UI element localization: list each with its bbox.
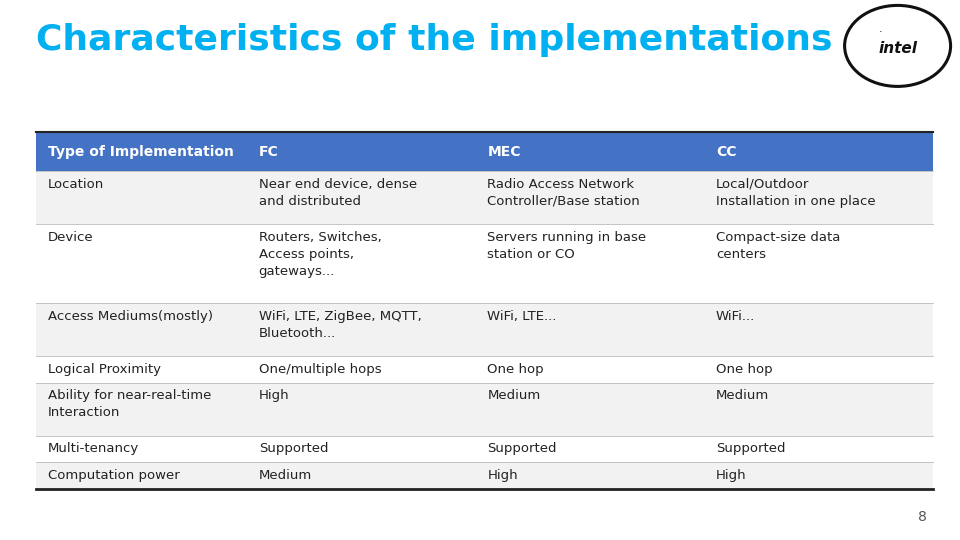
- Text: Type of Implementation: Type of Implementation: [48, 145, 234, 159]
- Text: Medium: Medium: [716, 389, 769, 402]
- Text: Ability for near-real-time
Interaction: Ability for near-real-time Interaction: [48, 389, 211, 420]
- Text: WiFi, LTE, ZigBee, MQTT,
Bluetooth...: WiFi, LTE, ZigBee, MQTT, Bluetooth...: [258, 310, 421, 340]
- Text: intel: intel: [878, 41, 917, 56]
- Text: CC: CC: [716, 145, 736, 159]
- Text: Device: Device: [48, 231, 94, 244]
- Text: Medium: Medium: [258, 469, 312, 482]
- Bar: [36, 462, 933, 489]
- Text: Characteristics of the implementations: Characteristics of the implementations: [36, 23, 833, 57]
- Text: High: High: [716, 469, 747, 482]
- Ellipse shape: [845, 5, 950, 86]
- Bar: [36, 132, 933, 171]
- Text: Local/Outdoor
Installation in one place: Local/Outdoor Installation in one place: [716, 178, 876, 208]
- Text: Supported: Supported: [716, 442, 785, 455]
- Text: Computation power: Computation power: [48, 469, 180, 482]
- Text: Access Mediums(mostly): Access Mediums(mostly): [48, 310, 213, 323]
- Text: 8: 8: [918, 510, 926, 524]
- Text: Multi-tenancy: Multi-tenancy: [48, 442, 139, 455]
- Bar: [36, 303, 933, 356]
- Bar: [36, 356, 933, 383]
- Text: Routers, Switches,
Access points,
gateways...: Routers, Switches, Access points, gatewa…: [258, 231, 381, 278]
- Bar: [36, 436, 933, 462]
- Text: One hop: One hop: [716, 363, 773, 376]
- Text: ·: ·: [878, 28, 882, 37]
- Bar: [36, 224, 933, 303]
- Text: WiFi, LTE...: WiFi, LTE...: [488, 310, 557, 323]
- Text: High: High: [488, 469, 518, 482]
- Text: WiFi...: WiFi...: [716, 310, 756, 323]
- Text: Location: Location: [48, 178, 105, 191]
- Text: MEC: MEC: [488, 145, 521, 159]
- Text: Logical Proximity: Logical Proximity: [48, 363, 161, 376]
- Text: Near end device, dense
and distributed: Near end device, dense and distributed: [258, 178, 417, 208]
- Text: One/multiple hops: One/multiple hops: [258, 363, 381, 376]
- Text: Servers running in base
station or CO: Servers running in base station or CO: [488, 231, 646, 261]
- Text: Medium: Medium: [488, 389, 540, 402]
- Text: Supported: Supported: [258, 442, 328, 455]
- Text: One hop: One hop: [488, 363, 544, 376]
- Bar: [36, 171, 933, 224]
- Text: Radio Access Network
Controller/Base station: Radio Access Network Controller/Base sta…: [488, 178, 640, 208]
- Text: High: High: [258, 389, 289, 402]
- Text: Compact-size data
centers: Compact-size data centers: [716, 231, 840, 261]
- Text: FC: FC: [258, 145, 278, 159]
- Text: Supported: Supported: [488, 442, 557, 455]
- Bar: [36, 383, 933, 436]
